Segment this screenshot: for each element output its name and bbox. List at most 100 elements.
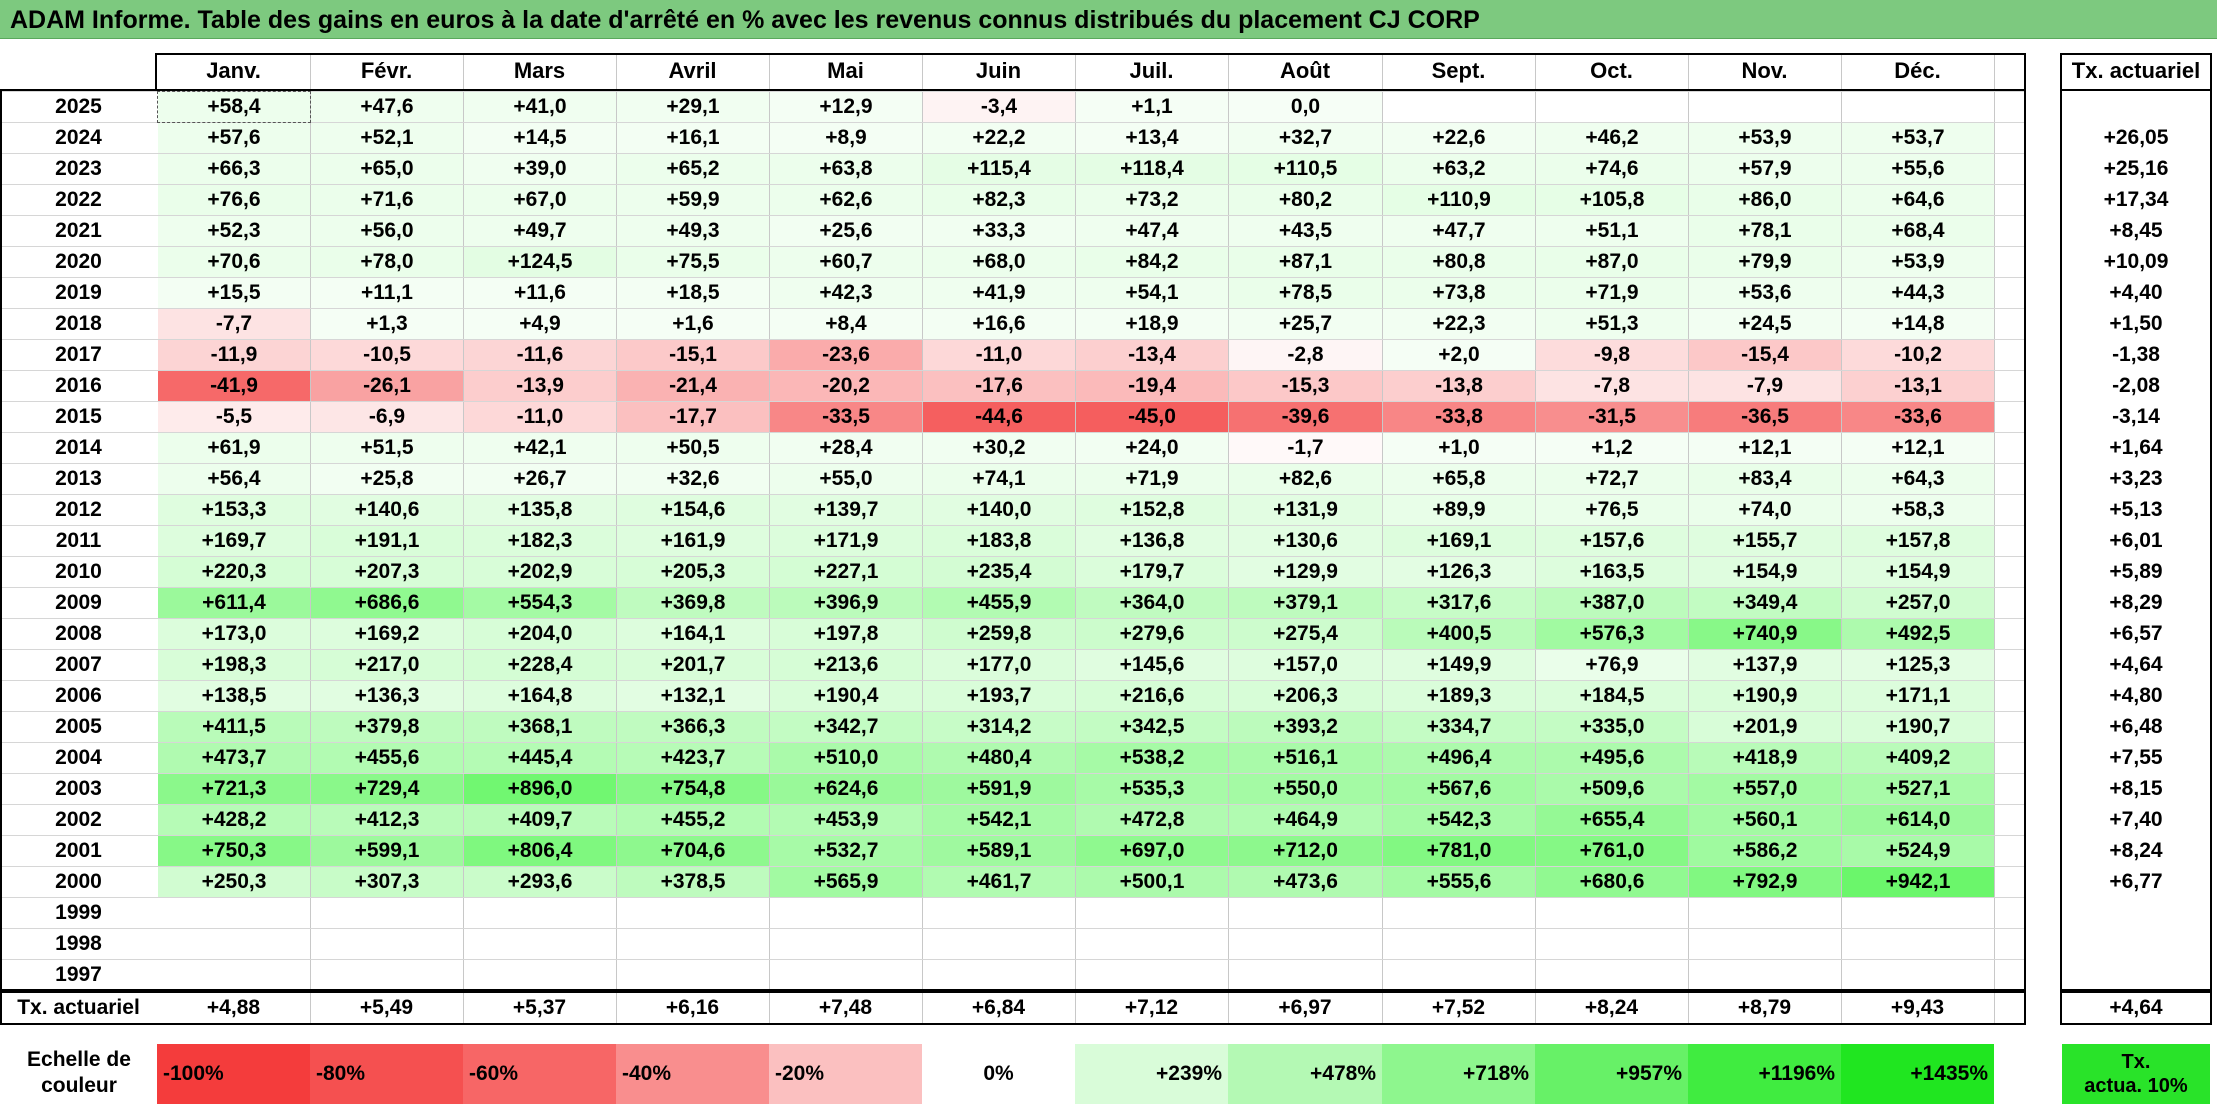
year-label: 2025 bbox=[55, 94, 102, 118]
footer-cell: +5,49 bbox=[359, 996, 414, 1019]
grid-line bbox=[0, 680, 2024, 681]
table-cell: +201,7 bbox=[617, 650, 769, 680]
table-cell: +400,5 bbox=[1383, 619, 1535, 649]
table-cell: +71,9 bbox=[1076, 464, 1228, 494]
table-cell: +136,3 bbox=[311, 681, 463, 711]
tx-cell: +6,48 bbox=[2109, 714, 2163, 738]
table-cell bbox=[1229, 929, 1382, 959]
table-cell: -11,0 bbox=[923, 340, 1075, 370]
table-cell: +8,4 bbox=[770, 309, 922, 339]
table-cell: -19,4 bbox=[1076, 371, 1228, 401]
table-cell: -15,1 bbox=[617, 340, 769, 370]
table-cell: +729,4 bbox=[311, 774, 463, 804]
grid-line bbox=[463, 53, 464, 1024]
table-cell: +83,4 bbox=[1689, 464, 1841, 494]
table-cell: +74,1 bbox=[923, 464, 1075, 494]
table-cell: +611,4 bbox=[158, 588, 310, 618]
month-header: Févr. bbox=[360, 58, 413, 83]
table-frame bbox=[0, 991, 2026, 1025]
table-cell: +8,9 bbox=[770, 123, 922, 153]
table-cell: +51,5 bbox=[311, 433, 463, 463]
table-cell: +686,6 bbox=[311, 588, 463, 618]
year-label: 2000 bbox=[55, 869, 102, 893]
table-cell bbox=[158, 898, 310, 928]
table-cell: +179,7 bbox=[1076, 557, 1228, 587]
table-cell bbox=[1689, 929, 1841, 959]
grid-line bbox=[1075, 53, 1076, 1024]
table-cell: +1,2 bbox=[1536, 433, 1688, 463]
table-cell: +445,4 bbox=[464, 743, 616, 773]
table-cell: +55,0 bbox=[770, 464, 922, 494]
table-cell: +153,3 bbox=[158, 495, 310, 525]
grid-line bbox=[0, 742, 2024, 743]
table-cell: +43,5 bbox=[1229, 216, 1382, 246]
table-cell: +131,9 bbox=[1229, 495, 1382, 525]
footer-cell: +4,88 bbox=[206, 996, 261, 1019]
table-cell: +79,9 bbox=[1689, 247, 1841, 277]
legend-label: Echelle de couleur bbox=[0, 1042, 158, 1104]
month-header: Juil. bbox=[1129, 58, 1174, 83]
table-cell: +164,1 bbox=[617, 619, 769, 649]
table-cell: +161,9 bbox=[617, 526, 769, 556]
grid-line bbox=[0, 246, 2024, 247]
table-cell: +366,3 bbox=[617, 712, 769, 742]
table-cell bbox=[617, 960, 769, 990]
table-cell: +369,8 bbox=[617, 588, 769, 618]
table-cell: +204,0 bbox=[464, 619, 616, 649]
table-cell: +418,9 bbox=[1689, 743, 1841, 773]
footer-cell: +8,24 bbox=[1584, 996, 1639, 1019]
tx-cell: +8,29 bbox=[2109, 590, 2163, 614]
legend-swatch: +478% bbox=[1228, 1044, 1382, 1104]
table-cell: +472,8 bbox=[1076, 805, 1228, 835]
grid-line bbox=[0, 122, 2024, 123]
table-cell: -13,1 bbox=[1842, 371, 1994, 401]
table-cell: +16,1 bbox=[617, 123, 769, 153]
table-cell: +495,6 bbox=[1536, 743, 1688, 773]
table-cell: +516,1 bbox=[1229, 743, 1382, 773]
table-cell: +65,2 bbox=[617, 154, 769, 184]
year-label: 2006 bbox=[55, 683, 102, 707]
table-cell: +171,9 bbox=[770, 526, 922, 556]
table-cell: +182,3 bbox=[464, 526, 616, 556]
table-cell bbox=[1842, 92, 1994, 122]
grid-line bbox=[0, 525, 2024, 526]
grid-line bbox=[0, 184, 2024, 185]
table-cell: +379,1 bbox=[1229, 588, 1382, 618]
footer-cell: +8,79 bbox=[1737, 996, 1792, 1019]
table-cell: +72,7 bbox=[1536, 464, 1688, 494]
month-header: Oct. bbox=[1590, 58, 1633, 83]
table-cell: +86,0 bbox=[1689, 185, 1841, 215]
table-cell: +697,0 bbox=[1076, 836, 1228, 866]
table-cell: +169,7 bbox=[158, 526, 310, 556]
footer-cell: +7,52 bbox=[1431, 996, 1486, 1019]
table-cell: +740,9 bbox=[1689, 619, 1841, 649]
table-cell: +59,9 bbox=[617, 185, 769, 215]
table-cell: +510,0 bbox=[770, 743, 922, 773]
table-cell: +32,7 bbox=[1229, 123, 1382, 153]
year-label: 2023 bbox=[55, 156, 102, 180]
year-label: 2010 bbox=[55, 559, 102, 583]
table-cell: +56,0 bbox=[311, 216, 463, 246]
grid-line bbox=[616, 53, 617, 1024]
table-cell bbox=[1383, 960, 1535, 990]
table-cell: +57,6 bbox=[158, 123, 310, 153]
legend-label-line: couleur bbox=[41, 1074, 117, 1097]
table-cell: -39,6 bbox=[1229, 402, 1382, 432]
table-cell: +75,5 bbox=[617, 247, 769, 277]
table-cell: -23,6 bbox=[770, 340, 922, 370]
table-cell: +250,3 bbox=[158, 867, 310, 897]
legend-swatch: +239% bbox=[1075, 1044, 1228, 1104]
table-cell: +39,0 bbox=[464, 154, 616, 184]
table-cell: +169,1 bbox=[1383, 526, 1535, 556]
table-cell: +110,5 bbox=[1229, 154, 1382, 184]
table-cell: -17,7 bbox=[617, 402, 769, 432]
table-cell: +115,4 bbox=[923, 154, 1075, 184]
table-cell: -36,5 bbox=[1689, 402, 1841, 432]
footer-cell: +7,48 bbox=[818, 996, 873, 1019]
grid-line bbox=[1535, 53, 1536, 1024]
table-cell: +191,1 bbox=[311, 526, 463, 556]
table-cell: +198,3 bbox=[158, 650, 310, 680]
table-cell: +58,4 bbox=[158, 92, 310, 122]
table-cell: -13,8 bbox=[1383, 371, 1535, 401]
table-cell bbox=[1383, 92, 1535, 122]
